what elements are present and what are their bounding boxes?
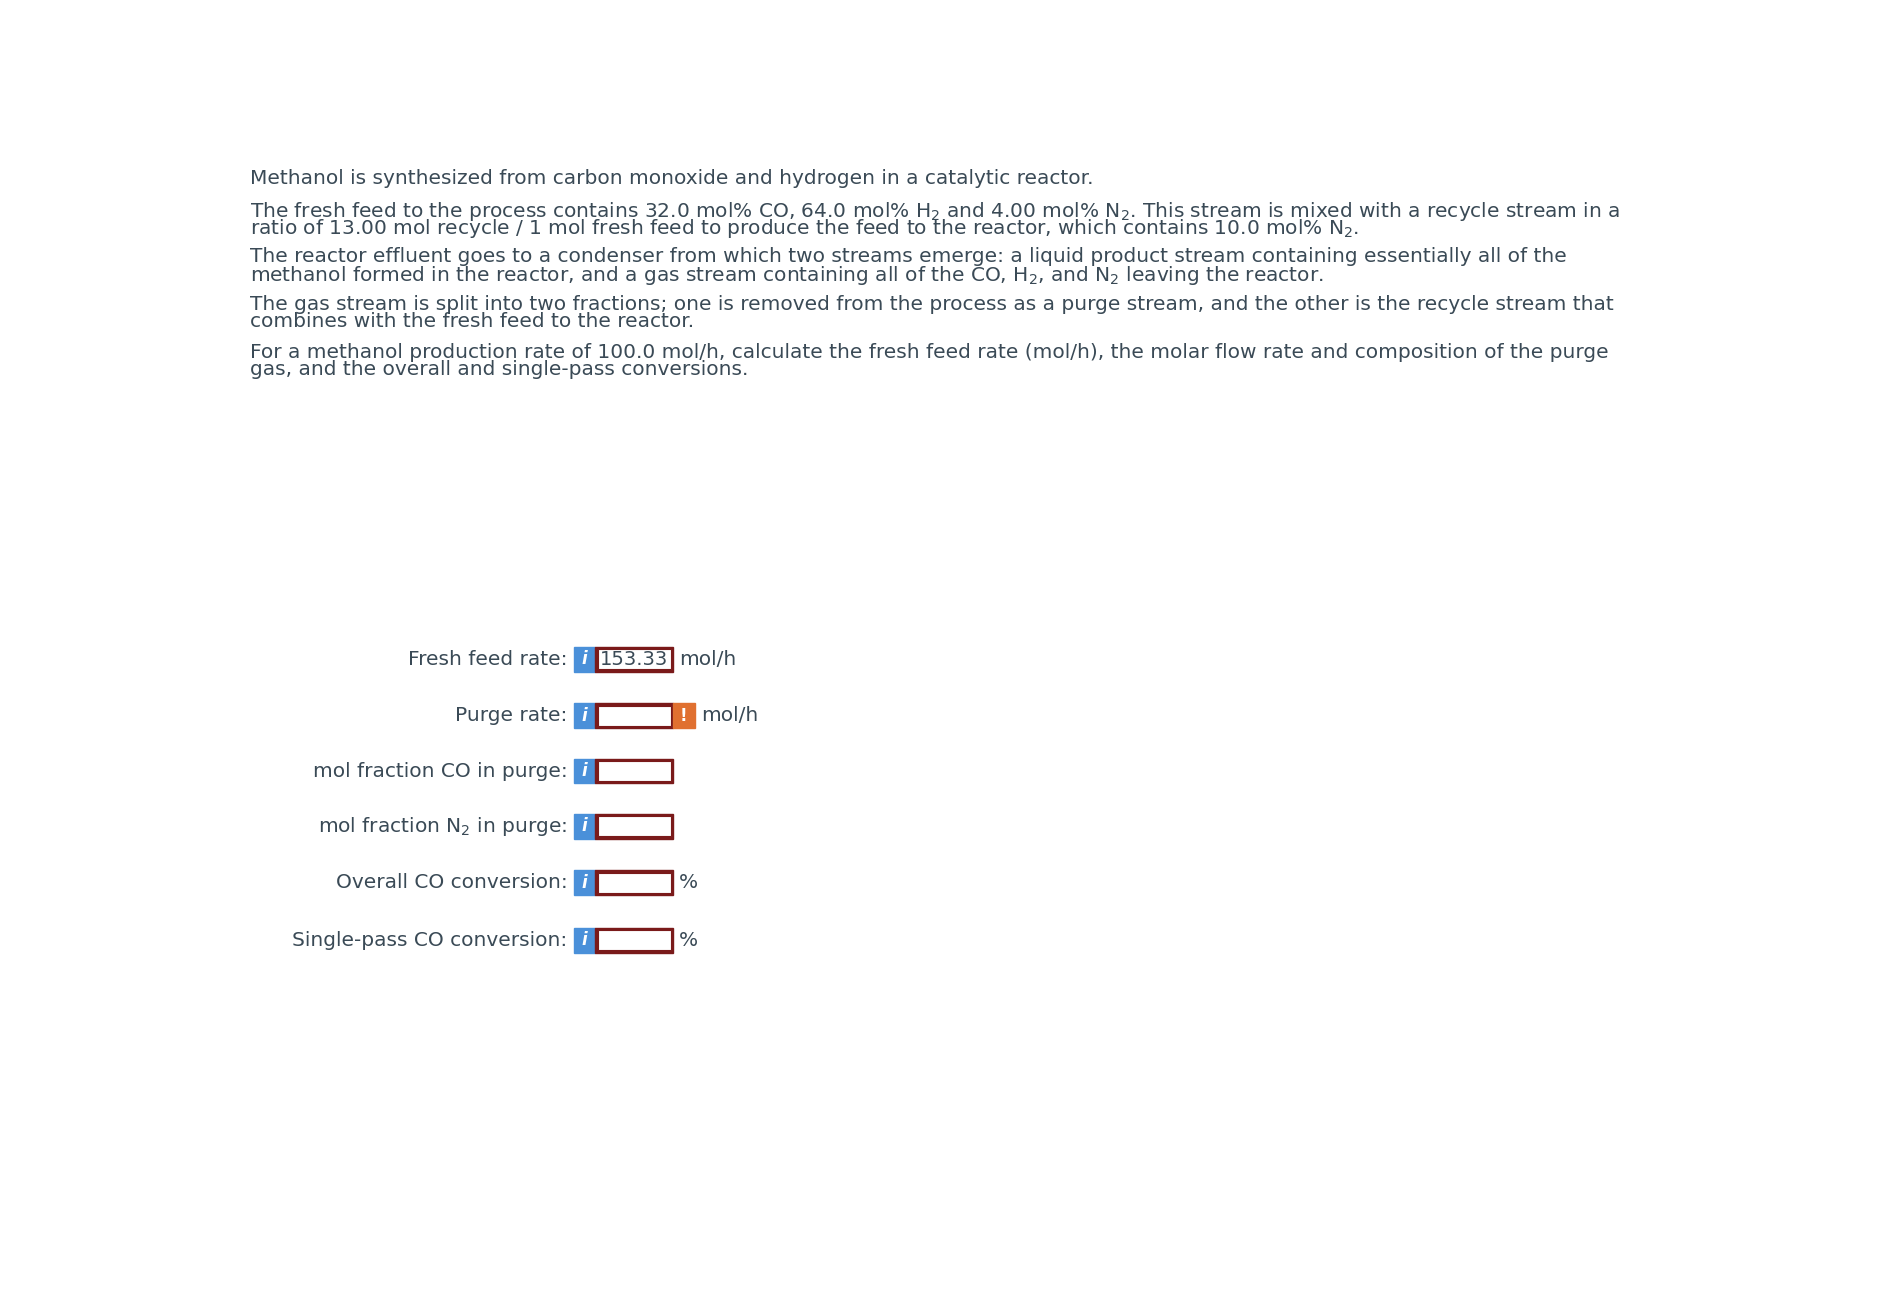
Text: Methanol is synthesized from carbon monoxide and hydrogen in a catalytic reactor: Methanol is synthesized from carbon mono… bbox=[250, 169, 1094, 187]
Text: The gas stream is split into two fractions; one is removed from the process as a: The gas stream is split into two fractio… bbox=[250, 295, 1614, 314]
Text: 153.33: 153.33 bbox=[600, 650, 668, 669]
FancyBboxPatch shape bbox=[598, 705, 670, 726]
Text: mol fraction CO in purge:: mol fraction CO in purge: bbox=[312, 761, 568, 780]
FancyBboxPatch shape bbox=[573, 928, 596, 952]
Text: Fresh feed rate:: Fresh feed rate: bbox=[409, 650, 568, 669]
Text: For a methanol production rate of 100.0 mol/h, calculate the fresh feed rate (mo: For a methanol production rate of 100.0 … bbox=[250, 342, 1608, 362]
Text: The reactor effluent goes to a condenser from which two streams emerge: a liquid: The reactor effluent goes to a condenser… bbox=[250, 248, 1567, 266]
FancyBboxPatch shape bbox=[596, 814, 674, 839]
FancyBboxPatch shape bbox=[596, 871, 674, 895]
Text: i: i bbox=[581, 932, 587, 950]
Text: %: % bbox=[679, 873, 698, 893]
Text: i: i bbox=[581, 873, 587, 891]
Text: i: i bbox=[581, 762, 587, 780]
Text: Overall CO conversion:: Overall CO conversion: bbox=[335, 873, 568, 893]
Text: i: i bbox=[581, 818, 587, 836]
Text: i: i bbox=[581, 650, 587, 668]
Text: Single-pass CO conversion:: Single-pass CO conversion: bbox=[291, 932, 568, 950]
FancyBboxPatch shape bbox=[596, 703, 674, 727]
Text: mol/h: mol/h bbox=[679, 650, 736, 669]
FancyBboxPatch shape bbox=[596, 758, 674, 783]
Text: combines with the fresh feed to the reactor.: combines with the fresh feed to the reac… bbox=[250, 313, 694, 331]
FancyBboxPatch shape bbox=[598, 761, 670, 782]
FancyBboxPatch shape bbox=[598, 817, 670, 836]
FancyBboxPatch shape bbox=[598, 930, 670, 951]
Text: %: % bbox=[679, 932, 698, 950]
Text: !: ! bbox=[679, 707, 687, 725]
FancyBboxPatch shape bbox=[596, 647, 674, 672]
Text: i: i bbox=[581, 707, 587, 725]
FancyBboxPatch shape bbox=[598, 650, 670, 669]
FancyBboxPatch shape bbox=[598, 872, 670, 893]
Text: methanol formed in the reactor, and a gas stream containing all of the CO, H$_{2: methanol formed in the reactor, and a ga… bbox=[250, 265, 1324, 287]
FancyBboxPatch shape bbox=[573, 703, 596, 727]
FancyBboxPatch shape bbox=[573, 647, 596, 672]
FancyBboxPatch shape bbox=[573, 814, 596, 839]
Text: mol/h: mol/h bbox=[700, 707, 759, 725]
FancyBboxPatch shape bbox=[674, 703, 694, 727]
FancyBboxPatch shape bbox=[596, 928, 674, 952]
Text: Purge rate:: Purge rate: bbox=[456, 707, 568, 725]
Text: gas, and the overall and single-pass conversions.: gas, and the overall and single-pass con… bbox=[250, 360, 749, 379]
FancyBboxPatch shape bbox=[573, 871, 596, 895]
Text: mol fraction N$_{2}$ in purge:: mol fraction N$_{2}$ in purge: bbox=[318, 815, 568, 839]
Text: ratio of 13.00 mol recycle / 1 mol fresh feed to produce the feed to the reactor: ratio of 13.00 mol recycle / 1 mol fresh… bbox=[250, 217, 1360, 239]
Text: The fresh feed to the process contains 32.0 mol% CO, 64.0 mol% H$_{2}$ and 4.00 : The fresh feed to the process contains 3… bbox=[250, 200, 1620, 222]
FancyBboxPatch shape bbox=[573, 758, 596, 783]
